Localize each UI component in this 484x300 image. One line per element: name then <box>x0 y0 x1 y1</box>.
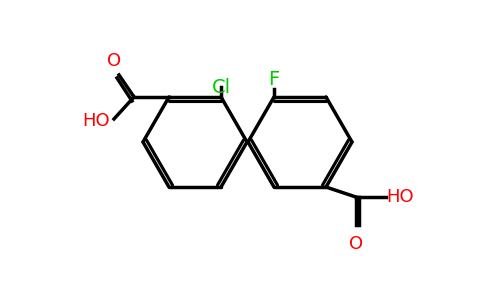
Text: F: F <box>268 70 280 89</box>
Text: O: O <box>349 235 363 253</box>
Text: O: O <box>107 52 121 70</box>
Text: HO: HO <box>386 188 414 206</box>
Text: Cl: Cl <box>212 78 230 97</box>
Text: HO: HO <box>82 112 110 130</box>
